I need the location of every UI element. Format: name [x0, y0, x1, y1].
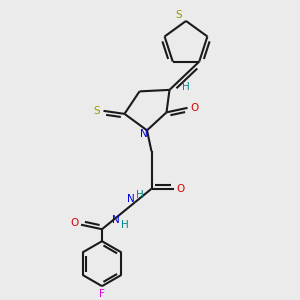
- Text: F: F: [99, 289, 105, 298]
- Text: H: H: [121, 220, 129, 230]
- Text: O: O: [70, 218, 79, 228]
- Text: H: H: [182, 82, 190, 92]
- Text: S: S: [175, 10, 182, 20]
- Text: N: N: [112, 215, 119, 225]
- Text: O: O: [190, 103, 198, 113]
- Text: H: H: [136, 190, 143, 200]
- Text: N: N: [127, 194, 134, 204]
- Text: N: N: [140, 129, 148, 139]
- Text: S: S: [94, 106, 100, 116]
- Text: O: O: [176, 184, 185, 194]
